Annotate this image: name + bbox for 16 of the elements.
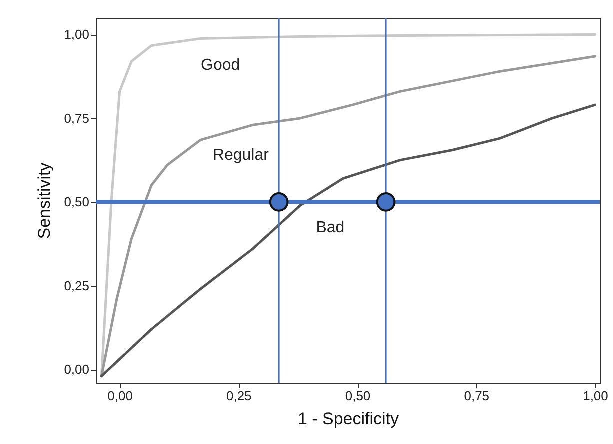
x-axis-title: 1 - Specificity [298, 410, 400, 428]
x-tick-label: 0,75 [464, 388, 490, 404]
x-tick-label: 0,00 [108, 388, 133, 404]
y-tick-label: 0,25 [64, 278, 90, 294]
series-label: Regular [212, 147, 270, 164]
y-tick-label: 0,50 [64, 194, 90, 210]
y-tick-label: 1,00 [64, 27, 90, 42]
x-tick-label: 0,25 [226, 388, 252, 404]
y-axis-title: Sensitivity [35, 162, 54, 240]
series-label: Good [201, 56, 240, 74]
line-series [100, 104, 596, 378]
series-label: Bad [316, 220, 345, 237]
y-tick-label: 0,75 [64, 110, 90, 126]
x-tick-label: 0,50 [345, 388, 371, 404]
x-tick-label: 1,00 [583, 388, 608, 404]
y-tick-label: 0,00 [64, 362, 90, 378]
